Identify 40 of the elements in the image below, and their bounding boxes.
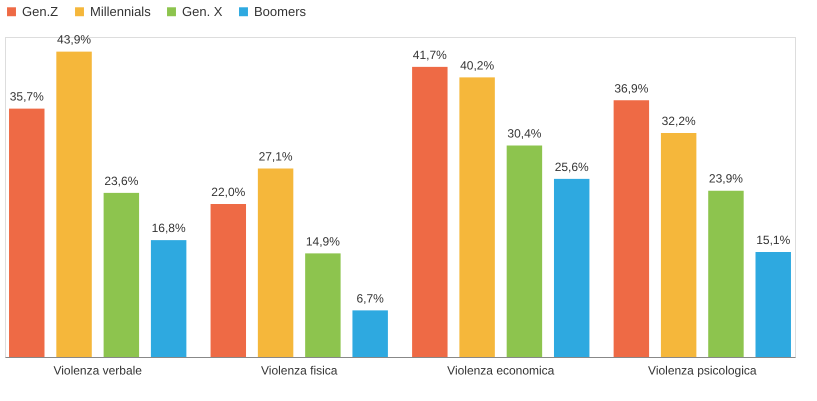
legend-label: Gen. X — [182, 4, 223, 19]
bar — [756, 252, 791, 357]
bar — [305, 253, 341, 357]
data-label: 15,1% — [756, 232, 791, 247]
data-label: 41,7% — [412, 48, 448, 62]
data-label: 36,9% — [614, 81, 649, 96]
bar — [554, 178, 590, 357]
bar — [104, 192, 140, 357]
data-label: 32,2% — [662, 114, 696, 128]
data-label: 30,4% — [507, 126, 542, 141]
bar — [660, 133, 696, 357]
data-label: 22,0% — [211, 184, 246, 199]
data-label: 27,1% — [258, 149, 293, 164]
legend-label: Millennials — [90, 4, 152, 19]
data-label: 40,2% — [460, 58, 494, 72]
x-tick-label: Violenza fisica — [260, 364, 338, 378]
legend-label: Gen.Z — [22, 4, 58, 19]
data-label: 25,6% — [554, 160, 590, 174]
bar — [708, 190, 744, 357]
data-label: 16,8% — [152, 221, 186, 236]
bar — [150, 240, 186, 357]
data-label: 43,9% — [57, 32, 92, 47]
bar — [614, 100, 650, 357]
legend-label: Boomers — [254, 4, 307, 19]
data-label: 6,7% — [356, 291, 384, 306]
bar — [506, 146, 542, 357]
data-label: 23,6% — [104, 174, 139, 188]
bar — [56, 52, 92, 357]
data-label: 14,9% — [306, 234, 340, 248]
data-label: 35,7% — [10, 90, 44, 104]
bar — [459, 77, 495, 357]
bar — [258, 168, 294, 357]
data-label: 23,9% — [708, 172, 744, 186]
bar — [9, 108, 44, 357]
bar — [210, 204, 246, 357]
bar — [412, 66, 448, 357]
x-tick-label: Violenza psicologica — [648, 364, 757, 378]
bar — [352, 310, 388, 357]
x-tick-label: Violenza verbale — [53, 364, 142, 378]
x-tick-label: Violenza economica — [447, 364, 555, 378]
